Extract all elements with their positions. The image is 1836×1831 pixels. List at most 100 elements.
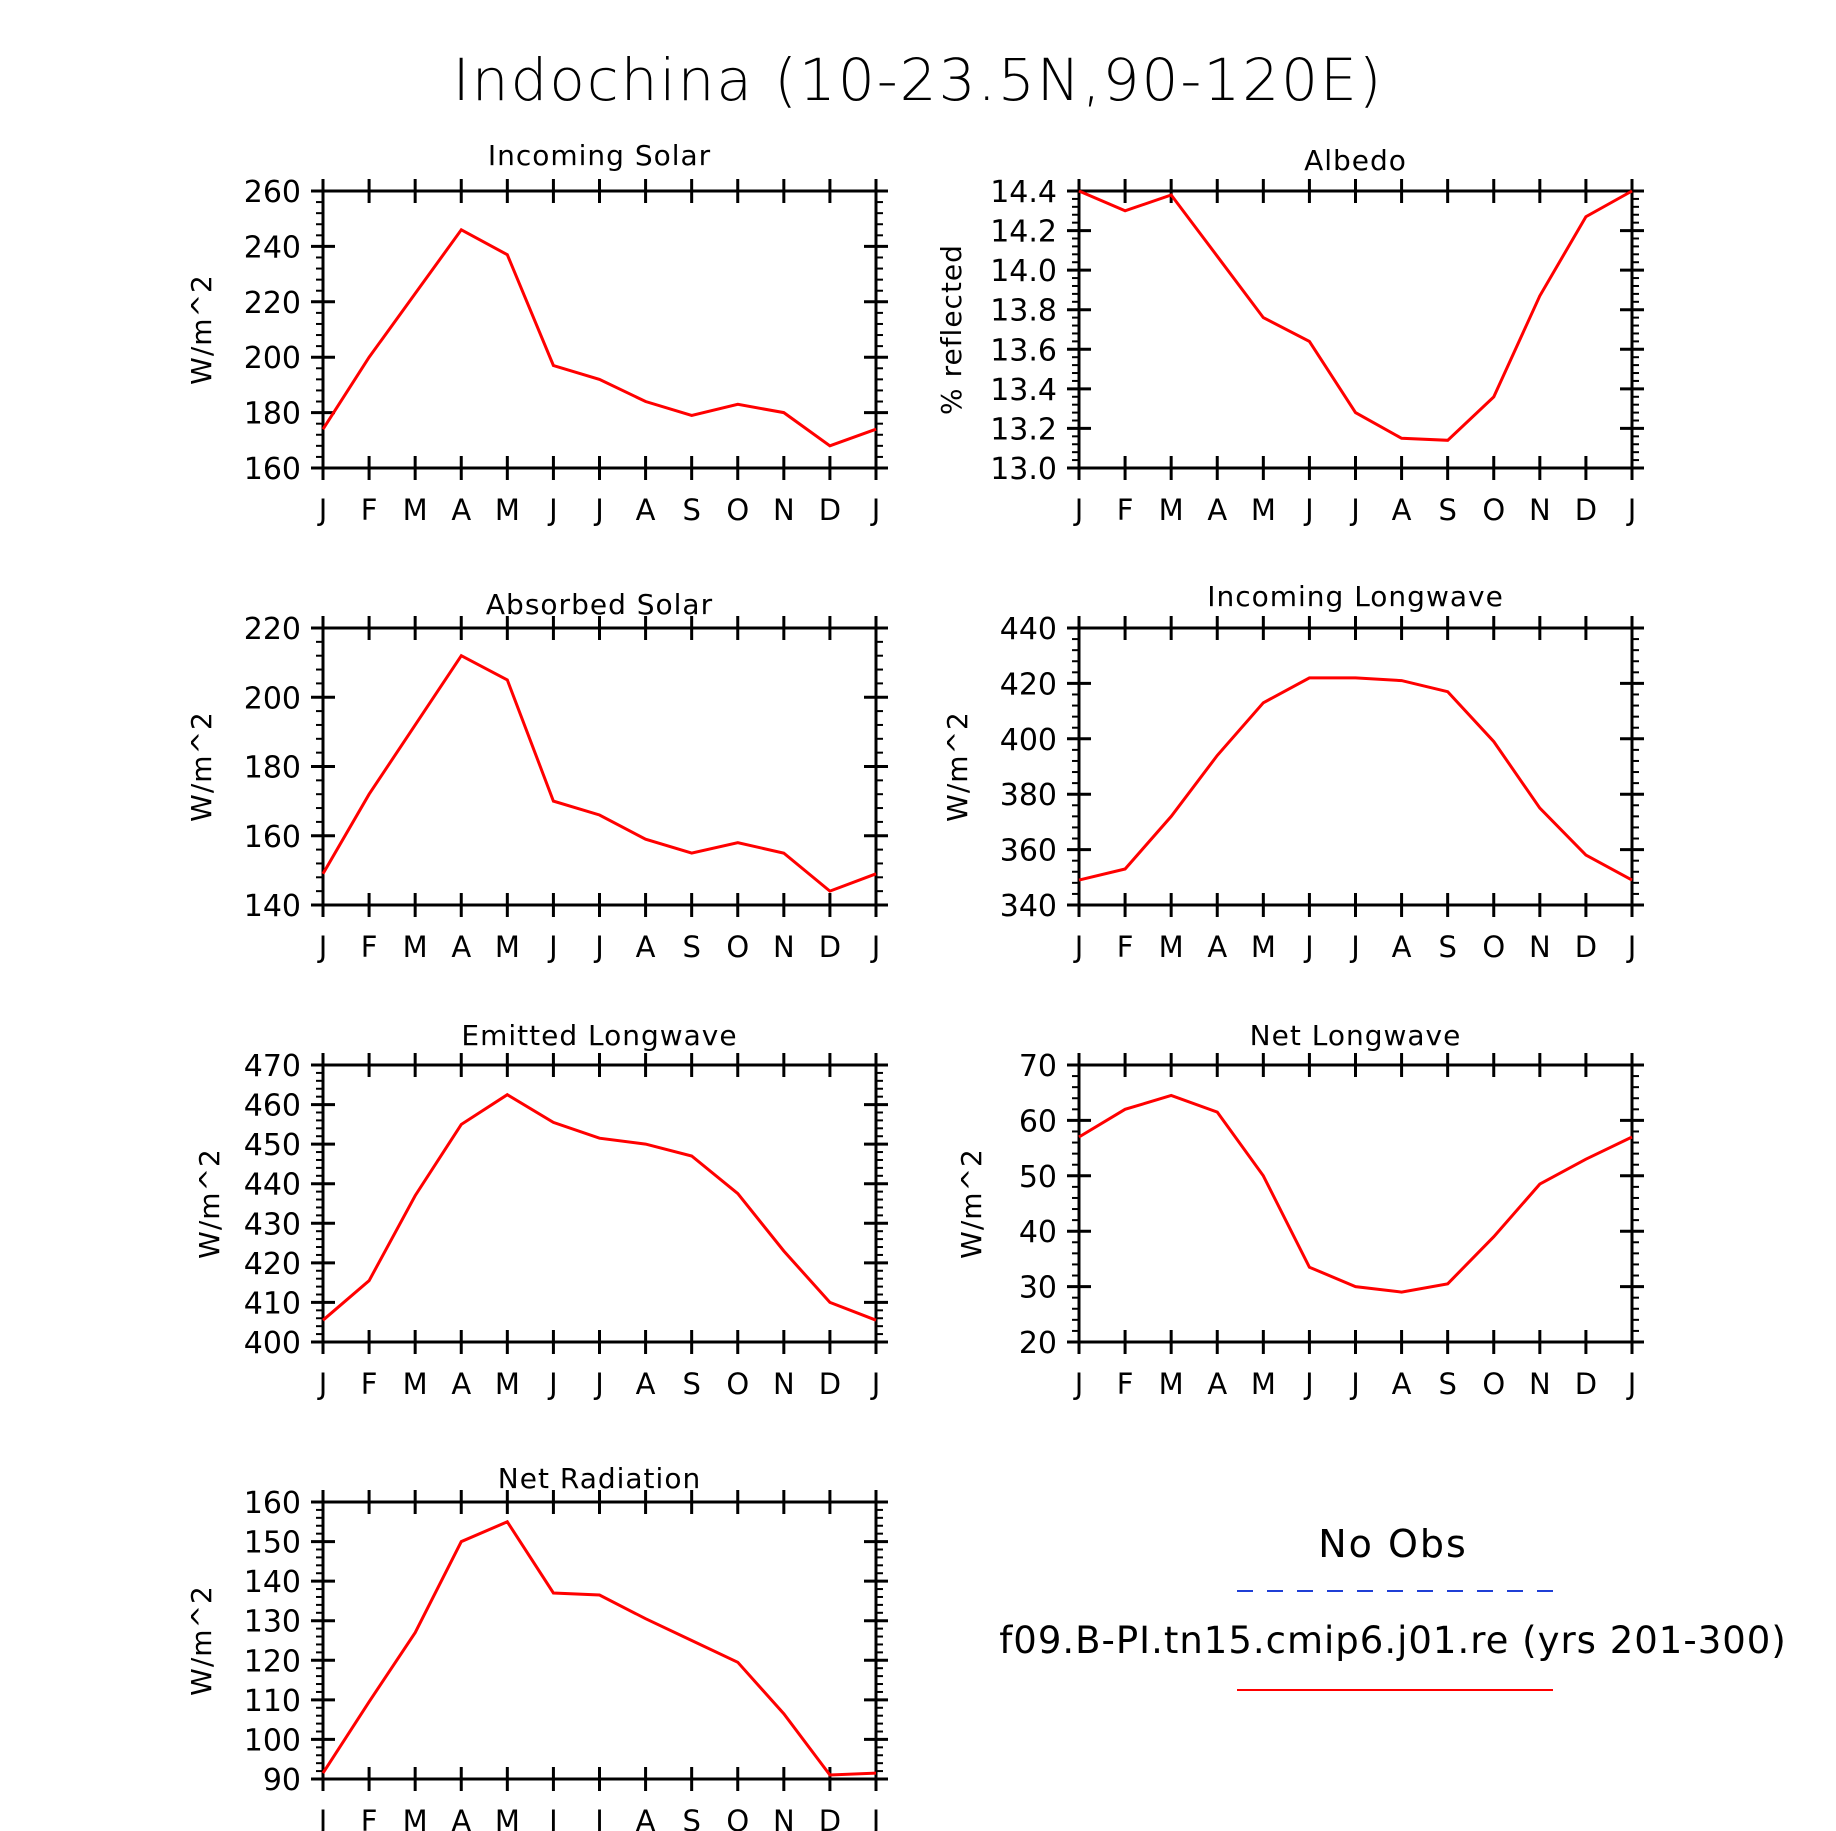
x-tick-label: J: [1626, 493, 1637, 527]
x-tick-label: M: [1251, 1367, 1276, 1401]
x-tick-label: J: [1303, 1367, 1314, 1401]
x-tick-label: M: [495, 1367, 520, 1401]
x-tick-label: N: [773, 1367, 795, 1401]
x-tick-label: F: [1117, 1367, 1134, 1401]
x-tick-label: S: [682, 493, 700, 527]
series-line: [1078, 1093, 1633, 1294]
x-tick-label: A: [1207, 1367, 1227, 1401]
x-tick-label: J: [547, 930, 558, 964]
plot-frame: [321, 626, 878, 907]
y-axis-label: W/m^2: [193, 1148, 226, 1259]
y-tick-label: 50: [1019, 1160, 1057, 1195]
x-tick-label: A: [451, 930, 471, 964]
y-tick-label: 90: [263, 1763, 301, 1798]
x-tick-label: J: [1073, 493, 1084, 527]
x-tick-label: D: [1575, 493, 1597, 527]
x-tick-label: J: [317, 1804, 328, 1831]
series-line: [321, 653, 877, 893]
chart-panel: Albedo % reflected 13.0 13.2 13.4 13.6 13.8 14.…: [935, 144, 1644, 527]
x-tick-label: A: [636, 493, 656, 527]
y-tick-label: 14.2: [990, 215, 1057, 250]
x-tick-label: J: [593, 493, 604, 527]
x-tick-label: D: [819, 1804, 841, 1831]
chart-title: Net Longwave: [1250, 1019, 1462, 1052]
x-tick-label: J: [593, 930, 604, 964]
x-tick-label: S: [682, 930, 700, 964]
x-tick-label: M: [1159, 493, 1184, 527]
y-tick-label: 410: [244, 1286, 301, 1321]
y-tick-label: 450: [244, 1128, 301, 1163]
y-tick-label: 14.4: [990, 175, 1057, 210]
x-tick-label: J: [1073, 930, 1084, 964]
y-tick-label: 420: [244, 1247, 301, 1282]
y-tick-label: 180: [244, 397, 301, 432]
chart-title: Emitted Longwave: [461, 1019, 737, 1052]
x-tick-label: F: [1117, 930, 1134, 964]
x-tick-label: O: [1482, 1367, 1505, 1401]
series-line: [322, 1092, 877, 1322]
x-tick-label: D: [1575, 1367, 1597, 1401]
x-tick-label: O: [726, 1804, 749, 1831]
y-tick-label: 100: [244, 1723, 301, 1758]
chart-title: Incoming Longwave: [1207, 580, 1504, 613]
y-tick-label: 160: [244, 1486, 301, 1521]
x-tick-label: J: [317, 930, 328, 964]
x-tick-label: J: [1073, 1367, 1084, 1401]
x-tick-label: N: [773, 930, 795, 964]
x-tick-label: J: [593, 1367, 604, 1401]
x-tick-label: N: [1529, 930, 1551, 964]
y-tick-label: 380: [1000, 778, 1057, 813]
y-tick-label: 14.0: [990, 254, 1057, 289]
x-tick-label: J: [870, 1804, 881, 1831]
x-tick-label: M: [1251, 930, 1276, 964]
series-line: [1078, 189, 1633, 442]
x-tick-label: F: [361, 493, 378, 527]
y-tick-label: 220: [244, 612, 301, 647]
y-tick-label: 200: [244, 681, 301, 716]
y-tick-label: 13.8: [990, 294, 1057, 329]
x-tick-label: M: [1251, 493, 1276, 527]
x-tick-label: A: [451, 1804, 471, 1831]
y-tick-label: 110: [244, 1684, 301, 1719]
y-tick-label: 460: [244, 1089, 301, 1124]
x-tick-label: J: [1303, 493, 1314, 527]
x-tick-label: F: [361, 1804, 378, 1831]
x-tick-label: D: [819, 1367, 841, 1401]
legend-model-label: f09.B-PI.tn15.cmip6.j01.re (yrs 201-300): [999, 1619, 1787, 1662]
legend: No Obs f09.B-PI.tn15.cmip6.j01.re (yrs 2…: [999, 1522, 1787, 1691]
y-tick-label: 20: [1019, 1326, 1057, 1361]
x-tick-label: M: [403, 1367, 428, 1401]
x-tick-label: N: [773, 493, 795, 527]
x-tick-label: J: [317, 1367, 328, 1401]
y-axis-label: % reflected: [935, 244, 968, 415]
y-tick-label: 130: [244, 1605, 301, 1640]
x-tick-label: O: [726, 930, 749, 964]
figure-title: Indochina (10-23.5N,90-120E): [453, 46, 1384, 114]
x-tick-label: F: [1117, 493, 1134, 527]
x-tick-label: J: [593, 1804, 604, 1831]
x-tick-label: N: [773, 1804, 795, 1831]
y-tick-label: 70: [1019, 1049, 1057, 1084]
y-tick-label: 13.0: [990, 452, 1057, 487]
y-tick-label: 400: [244, 1326, 301, 1361]
x-tick-label: J: [1626, 930, 1637, 964]
y-tick-label: 40: [1019, 1215, 1057, 1250]
x-tick-label: J: [870, 930, 881, 964]
plot-frame: [1077, 1063, 1634, 1344]
y-tick-label: 180: [244, 751, 301, 786]
y-tick-label: 160: [244, 820, 301, 855]
y-tick-label: 13.4: [990, 373, 1057, 408]
x-tick-label: A: [1392, 930, 1412, 964]
chart-title: Net Radiation: [498, 1462, 701, 1495]
x-tick-label: O: [726, 493, 749, 527]
x-tick-label: O: [726, 1367, 749, 1401]
y-tick-label: 13.6: [990, 333, 1057, 368]
x-tick-label: J: [1349, 493, 1360, 527]
x-tick-label: N: [1529, 1367, 1551, 1401]
x-tick-label: J: [1349, 1367, 1360, 1401]
x-tick-label: F: [361, 1367, 378, 1401]
